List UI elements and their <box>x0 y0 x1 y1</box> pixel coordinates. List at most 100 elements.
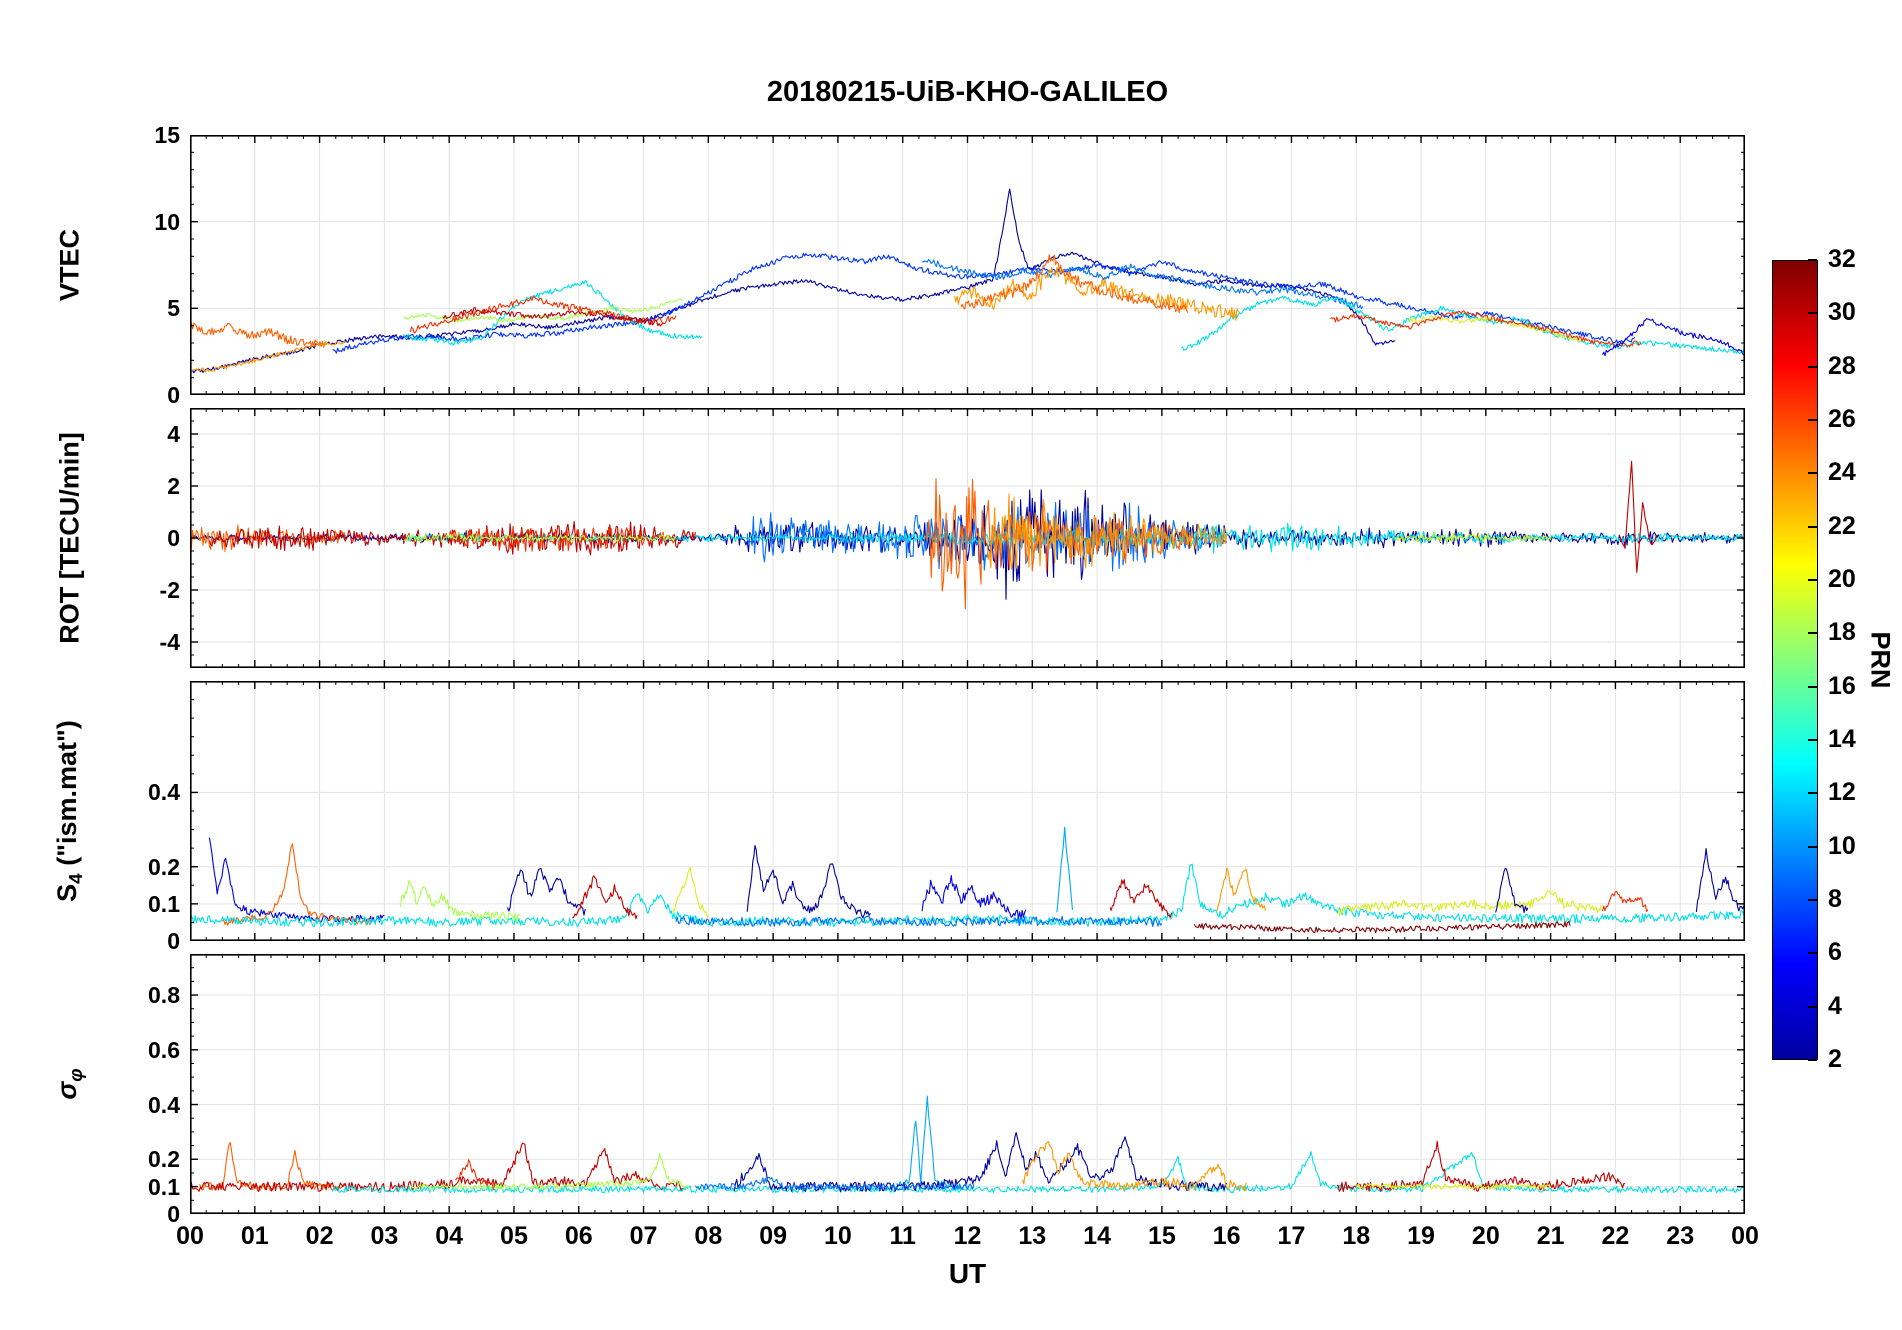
x-tick-label: 22 <box>1601 1222 1630 1250</box>
colorbar-tick-label: 26 <box>1828 405 1856 433</box>
x-tick-label: 14 <box>1083 1222 1111 1250</box>
s4-plot-area <box>190 681 1745 941</box>
series-lines <box>190 460 1745 610</box>
series-prn-2 <box>190 188 1396 374</box>
axes-border <box>190 408 1745 668</box>
series-prn-24 <box>190 340 346 374</box>
colorbar-tick-mark <box>1808 472 1817 475</box>
colorbar-tick-label: 10 <box>1828 831 1856 860</box>
colorbar-tick-label: 28 <box>1828 351 1856 380</box>
series-prn-8 <box>922 258 1364 310</box>
series-prn-18 <box>403 532 677 543</box>
y-tick-label: 10 <box>154 208 180 235</box>
colorbar-tick-mark <box>1808 632 1817 635</box>
x-tick-label: 04 <box>435 1222 464 1250</box>
vtec-axis-label: VTEC <box>55 229 86 301</box>
x-tick-label: 05 <box>500 1222 528 1250</box>
series-prn-10 <box>895 1095 969 1190</box>
series-prn-30 <box>190 1142 683 1193</box>
y-tick-label: 0 <box>167 1201 180 1227</box>
x-tick-label: 01 <box>240 1222 269 1250</box>
colorbar-tick-label: 4 <box>1828 991 1842 1020</box>
colorbar-tick-mark <box>1808 899 1817 901</box>
y-tick-label: 0.2 <box>148 853 180 880</box>
series-prn-26 <box>221 843 372 926</box>
colorbar-tick-mark <box>1808 845 1817 848</box>
x-tick-label: 02 <box>305 1222 334 1250</box>
x-tick-label: 19 <box>1407 1222 1435 1250</box>
series-prn-20 <box>1407 315 1584 343</box>
colorbar-tick-mark <box>1808 952 1817 955</box>
colorbar-tick-label: 32 <box>1828 245 1856 273</box>
series-prn-28 <box>455 1159 495 1191</box>
colorbar-tick-mark <box>1808 419 1817 421</box>
series-prn-20 <box>672 866 709 918</box>
x-tick-label: 18 <box>1342 1222 1371 1250</box>
series-prn-30 <box>208 521 696 556</box>
x-tick-label: 16 <box>1212 1222 1241 1250</box>
series-prn-4 <box>921 875 1027 920</box>
series-prn-12 <box>1180 295 1745 355</box>
y-tick-label: 0.1 <box>148 1173 180 1200</box>
series-prn-2 <box>506 868 586 916</box>
axes-border <box>190 135 1745 395</box>
sigma-axis-label-main: σ <box>51 1081 82 1100</box>
x-axis-label: UT <box>948 1258 987 1289</box>
x-tick-label: 00 <box>176 1222 204 1250</box>
series-prn-30 <box>572 875 638 920</box>
y-tick-label: 0.2 <box>148 1146 180 1173</box>
series-prn-12 <box>190 863 1745 928</box>
colorbar-tick-mark <box>1808 1005 1817 1008</box>
s4-axis-label-rest: ("ism.mat") <box>51 720 82 874</box>
series-prn-30 <box>1109 879 1173 918</box>
colorbar-tick-mark <box>1808 739 1817 741</box>
colorbar-tick-label: 12 <box>1828 778 1856 807</box>
series-prn-12 <box>403 280 703 346</box>
series-prn-2 <box>733 1131 1228 1193</box>
colorbar-tick-mark <box>1808 312 1817 315</box>
series-prn-6 <box>332 252 1636 354</box>
s4-axis-label-main: S <box>51 883 82 902</box>
colorbar-tick-label: 20 <box>1828 565 1856 593</box>
x-tick-label: 20 <box>1471 1222 1500 1250</box>
colorbar-tick-label: 16 <box>1828 671 1856 700</box>
gridlines <box>190 954 1745 1214</box>
series-prn-8 <box>694 1176 975 1191</box>
sigma-phi-axis-label: σφ <box>52 1068 88 1099</box>
colorbar-tick-mark <box>1808 685 1817 688</box>
series-prn-30 <box>1336 1140 1626 1193</box>
y-tick-label: 0 <box>167 382 180 408</box>
x-tick-label: 10 <box>824 1222 852 1250</box>
axes-border <box>190 954 1745 1214</box>
x-tick-label: 23 <box>1666 1222 1695 1250</box>
rot-axis-label: ROT [TECU/min] <box>55 432 86 643</box>
series-prn-8 <box>675 915 1163 928</box>
colorbar-tick-label: 2 <box>1828 1045 1842 1073</box>
series-prn-20 <box>1355 1183 1552 1190</box>
x-tick-label: 00 <box>1731 1222 1759 1250</box>
y-tick-label: 2 <box>167 473 180 499</box>
series-prn-12 <box>331 1150 1745 1194</box>
series-prn-2 <box>746 844 871 919</box>
series-prn-28 <box>1601 890 1649 913</box>
series-prn-18 <box>409 1153 690 1191</box>
x-tick-label: 06 <box>564 1222 593 1250</box>
series-prn-20 <box>1336 890 1603 916</box>
y-tick-label: 5 <box>167 295 180 322</box>
colorbar-tick-mark <box>1808 259 1817 261</box>
series-lines <box>190 826 1745 934</box>
x-tick-label: 07 <box>629 1222 658 1250</box>
series-prn-2 <box>1495 867 1529 914</box>
series-prn-26 <box>190 320 327 348</box>
series-prn-18 <box>400 879 521 923</box>
series-prn-4 <box>208 837 385 923</box>
y-tick-label: -2 <box>159 577 180 603</box>
colorbar-tick-label: 24 <box>1828 458 1856 487</box>
y-tick-label: -4 <box>159 629 180 655</box>
y-tick-label: 15 <box>154 122 180 148</box>
colorbar <box>1772 260 1818 1060</box>
y-tick-label: 0.4 <box>148 779 180 806</box>
series-prn-28 <box>409 295 677 334</box>
y-tick-label: 0.6 <box>148 1036 180 1063</box>
colorbar-tick-label: 8 <box>1828 885 1842 913</box>
